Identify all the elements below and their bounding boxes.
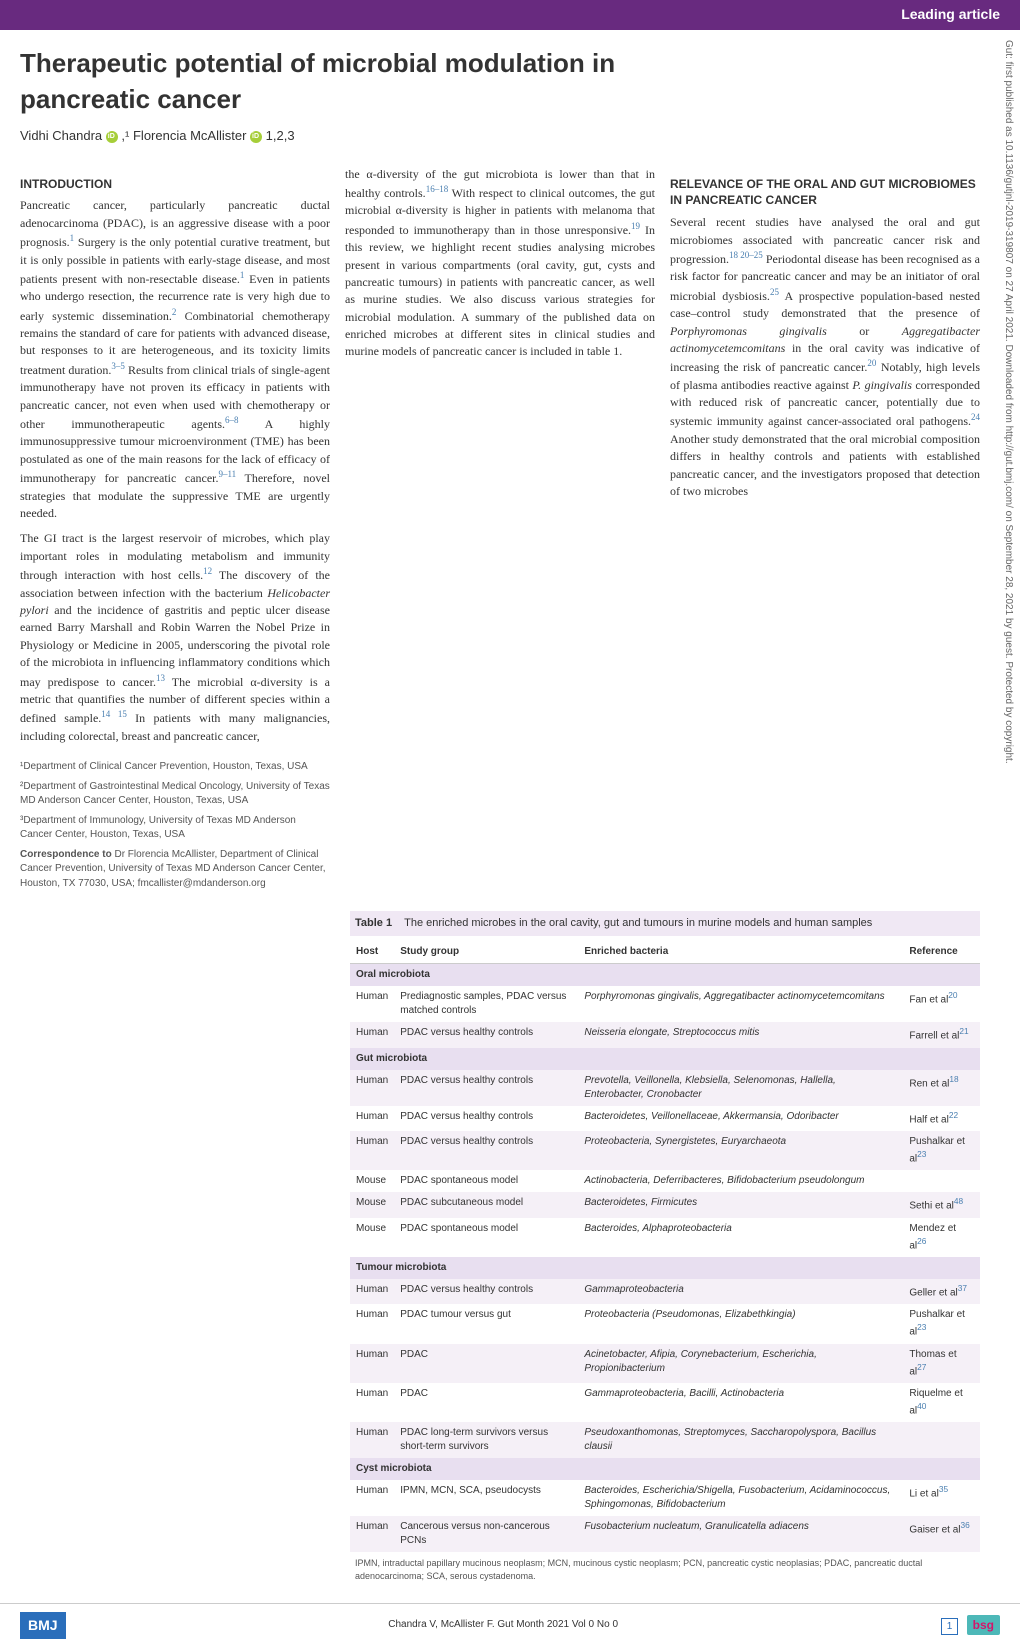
table-row: MousePDAC subcutaneous modelBacteroidete… <box>350 1192 980 1217</box>
affiliation-3: ³Department of Immunology, University of… <box>20 814 330 843</box>
th-reference: Reference <box>903 941 980 964</box>
th-host: Host <box>350 941 394 964</box>
th-bacteria: Enriched bacteria <box>578 941 903 964</box>
table-row: HumanPDACGammaproteobacteria, Bacilli, A… <box>350 1383 980 1422</box>
author-2-sup: 1,2,3 <box>266 128 295 143</box>
authors-line: Vidhi Chandra ,¹ Florencia McAllister 1,… <box>20 127 655 145</box>
footer-citation: Chandra V, McAllister F. Gut Month 2021 … <box>388 1618 618 1632</box>
section-heading-introduction: INTRODUCTION <box>20 176 330 193</box>
table-row: MousePDAC spontaneous modelBacteroides, … <box>350 1218 980 1257</box>
table-section-header: Cyst microbiota <box>350 1458 980 1480</box>
table-row: HumanPDAC tumour versus gutProteobacteri… <box>350 1304 980 1343</box>
correspondence: Correspondence to Dr Florencia McAlliste… <box>20 848 330 892</box>
relevance-p1: Several recent studies have analysed the… <box>670 214 980 500</box>
table-section-header: Gut microbiota <box>350 1048 980 1070</box>
orcid-icon <box>250 131 262 143</box>
header-bar: Leading article <box>0 0 1020 30</box>
table-row: HumanPDAC versus healthy controlsPrevote… <box>350 1070 980 1106</box>
table-label: Table 1 <box>355 917 392 929</box>
page-number: 1 <box>941 1618 959 1635</box>
table-row: HumanPDAC versus healthy controlsBactero… <box>350 1106 980 1131</box>
table-row: HumanPDAC versus healthy controlsNeisser… <box>350 1022 980 1047</box>
column-1: INTRODUCTION Pancreatic cancer, particul… <box>20 166 330 897</box>
table-row: HumanPDAC long-term survivors versus sho… <box>350 1422 980 1458</box>
table-row: HumanCancerous versus non-cancerous PCNs… <box>350 1516 980 1552</box>
watermark: Gut: first published as 10.1136/gutjnl-2… <box>1001 40 1015 1240</box>
table-section-header: Oral microbiota <box>350 964 980 987</box>
article-title: Therapeutic potential of microbial modul… <box>20 45 655 118</box>
intro-p1: Pancreatic cancer, particularly pancreat… <box>20 197 330 522</box>
affiliation-1: ¹Department of Clinical Cancer Preventio… <box>20 760 330 775</box>
orcid-icon <box>106 131 118 143</box>
table-row: HumanIPMN, MCN, SCA, pseudocystsBacteroi… <box>350 1480 980 1516</box>
th-group: Study group <box>394 941 578 964</box>
correspondence-label: Correspondence to <box>20 849 114 860</box>
author-1-sup: ,¹ <box>121 128 129 143</box>
table-row: HumanPDAC versus healthy controlsGammapr… <box>350 1279 980 1304</box>
author-2: Florencia McAllister <box>133 128 246 143</box>
table-section-header: Tumour microbiota <box>350 1257 980 1279</box>
table-title-text: The enriched microbes in the oral cavity… <box>404 917 872 929</box>
section-heading-relevance: RELEVANCE OF THE ORAL AND GUT MICROBIOME… <box>670 176 980 210</box>
intro-p3: the α-diversity of the gut microbiota is… <box>345 166 655 361</box>
page-footer: BMJ Chandra V, McAllister F. Gut Month 2… <box>0 1603 1020 1647</box>
affiliations: ¹Department of Clinical Cancer Preventio… <box>20 760 330 891</box>
affiliation-2: ²Department of Gastrointestinal Medical … <box>20 780 330 809</box>
bsg-logo: bsg <box>967 1615 1000 1635</box>
table-row: HumanPrediagnostic samples, PDAC versus … <box>350 986 980 1022</box>
table-1: Table 1 The enriched microbes in the ora… <box>350 911 980 1588</box>
table-row: MousePDAC spontaneous modelActinobacteri… <box>350 1170 980 1192</box>
bmj-logo: BMJ <box>20 1612 66 1640</box>
table-footer: IPMN, intraductal papillary mucinous neo… <box>350 1552 980 1587</box>
intro-p2: The GI tract is the largest reservoir of… <box>20 530 330 745</box>
column-2: the α-diversity of the gut microbiota is… <box>345 166 655 897</box>
header-label: Leading article <box>901 6 1000 22</box>
column-3: RELEVANCE OF THE ORAL AND GUT MICROBIOME… <box>670 166 980 897</box>
table-title: Table 1 The enriched microbes in the ora… <box>350 911 980 936</box>
table-row: HumanPDACAcinetobacter, Afipia, Coryneba… <box>350 1344 980 1383</box>
microbes-table: Host Study group Enriched bacteria Refer… <box>350 941 980 1552</box>
author-1: Vidhi Chandra <box>20 128 102 143</box>
table-row: HumanPDAC versus healthy controlsProteob… <box>350 1131 980 1170</box>
